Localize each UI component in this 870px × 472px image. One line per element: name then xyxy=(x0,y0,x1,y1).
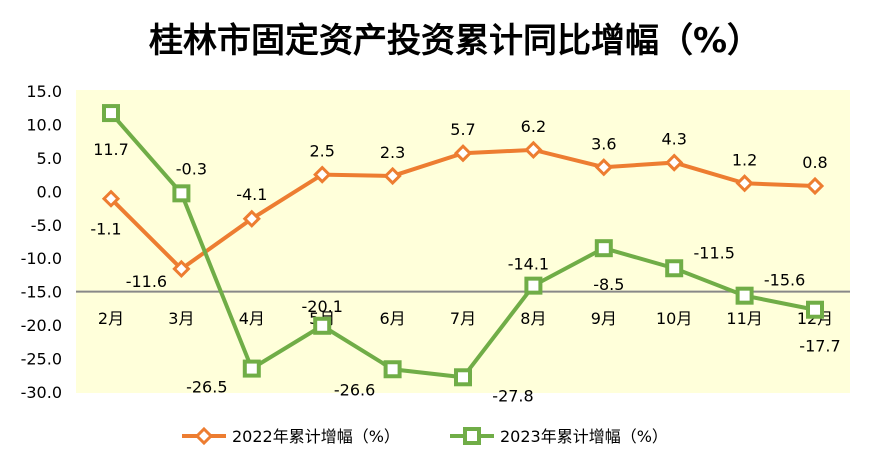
y-tick-label: -15.0 xyxy=(21,283,62,302)
x-tick-label: 7月 xyxy=(450,309,476,328)
data-point xyxy=(172,184,191,203)
data-point xyxy=(102,104,120,123)
x-tick-label: 10月 xyxy=(656,309,692,328)
y-tick-label: 15.0 xyxy=(26,82,62,101)
data-label: 1.2 xyxy=(732,150,757,169)
data-label: -0.3 xyxy=(176,159,207,178)
data-label: -26.5 xyxy=(186,378,227,397)
legend-marker xyxy=(194,426,214,446)
data-point xyxy=(735,286,754,305)
x-tick-label: 2月 xyxy=(98,309,124,328)
y-tick-label: -5.0 xyxy=(31,216,62,235)
x-tick-label: 6月 xyxy=(380,309,406,328)
data-point xyxy=(594,239,613,258)
y-tick-label: 5.0 xyxy=(37,149,62,168)
data-label: -8.5 xyxy=(593,275,624,294)
y-axis: 15.0 10.0 5.0 0.0 -5.0 -10.0 -15.0 -20.0 -25.0 -3… xyxy=(21,82,62,402)
data-label: -15.6 xyxy=(764,271,805,290)
data-label: -11.6 xyxy=(126,272,167,291)
data-point xyxy=(594,158,613,177)
legend-item-2023: 2023年累计增幅（%） xyxy=(450,427,668,446)
data-point xyxy=(524,140,543,159)
x-tick-label: 8月 xyxy=(520,309,546,328)
data-point xyxy=(172,259,191,279)
x-tick-label: 9月 xyxy=(591,309,617,328)
data-point xyxy=(101,189,121,208)
data-label: 5.7 xyxy=(450,120,475,139)
y-tick-label: -20.0 xyxy=(21,316,62,335)
y-tick-label: -30.0 xyxy=(21,383,62,402)
data-point xyxy=(665,259,684,278)
y-tick-label: 0.0 xyxy=(37,182,62,201)
series-group: -1.1-11.6-4.12.5 2.35.7 6.23.6 4.31.2 0.811.… xyxy=(90,104,841,405)
legend-marker xyxy=(463,427,481,445)
plot-area xyxy=(76,90,850,393)
data-label: -26.6 xyxy=(334,380,375,399)
legend: 2022年累计增幅（%） 2023年累计增幅（%） xyxy=(182,426,668,446)
data-point xyxy=(805,176,825,196)
data-label: -11.5 xyxy=(693,243,734,262)
data-point xyxy=(313,316,332,335)
data-label: -1.1 xyxy=(90,220,121,239)
data-point xyxy=(313,165,332,184)
legend-item-2022: 2022年累计增幅（%） xyxy=(182,426,400,446)
data-label: -14.1 xyxy=(508,255,549,274)
data-label: 2.5 xyxy=(309,142,334,161)
data-point xyxy=(735,174,754,193)
data-label: -27.8 xyxy=(492,386,533,405)
data-label: 3.6 xyxy=(591,134,616,153)
y-tick-label: -10.0 xyxy=(21,249,62,268)
data-label: 6.2 xyxy=(521,117,546,136)
series-2023: 11.7 -0.3 -26.5 -20.1 -26.6 -27.8 -14.1 -8.5 -11… xyxy=(93,104,841,405)
data-point xyxy=(383,360,402,379)
data-label: 2.3 xyxy=(380,143,405,162)
data-point xyxy=(454,368,472,387)
data-point xyxy=(524,276,543,295)
data-point xyxy=(383,166,402,186)
chart-title: 桂林市固定资产投资累计同比增幅（%） xyxy=(149,21,761,61)
y-tick-label: -25.0 xyxy=(21,350,62,369)
legend-label: 2022年累计增幅（%） xyxy=(232,427,400,446)
x-tick-label: 3月 xyxy=(168,309,194,328)
data-point xyxy=(242,209,261,228)
data-label: 0.8 xyxy=(802,153,827,172)
data-label: -20.1 xyxy=(301,297,342,316)
data-point xyxy=(453,144,473,163)
data-point xyxy=(806,300,824,319)
data-label: -4.1 xyxy=(236,185,267,204)
legend-label: 2023年累计增幅（%） xyxy=(500,427,668,446)
x-tick-label: 4月 xyxy=(239,309,265,328)
x-tick-label: 11月 xyxy=(726,309,762,328)
data-label: 4.3 xyxy=(661,130,686,149)
data-label: -17.7 xyxy=(799,337,840,356)
data-label: 11.7 xyxy=(93,140,129,159)
series-2022: -1.1 -11.6 -4.1 2.5 2.3 5.7 6.2 3.6 4.3 1.2 0.8 xyxy=(90,117,827,291)
y-tick-label: 10.0 xyxy=(26,115,62,134)
data-point xyxy=(665,153,684,172)
data-point xyxy=(242,359,261,378)
